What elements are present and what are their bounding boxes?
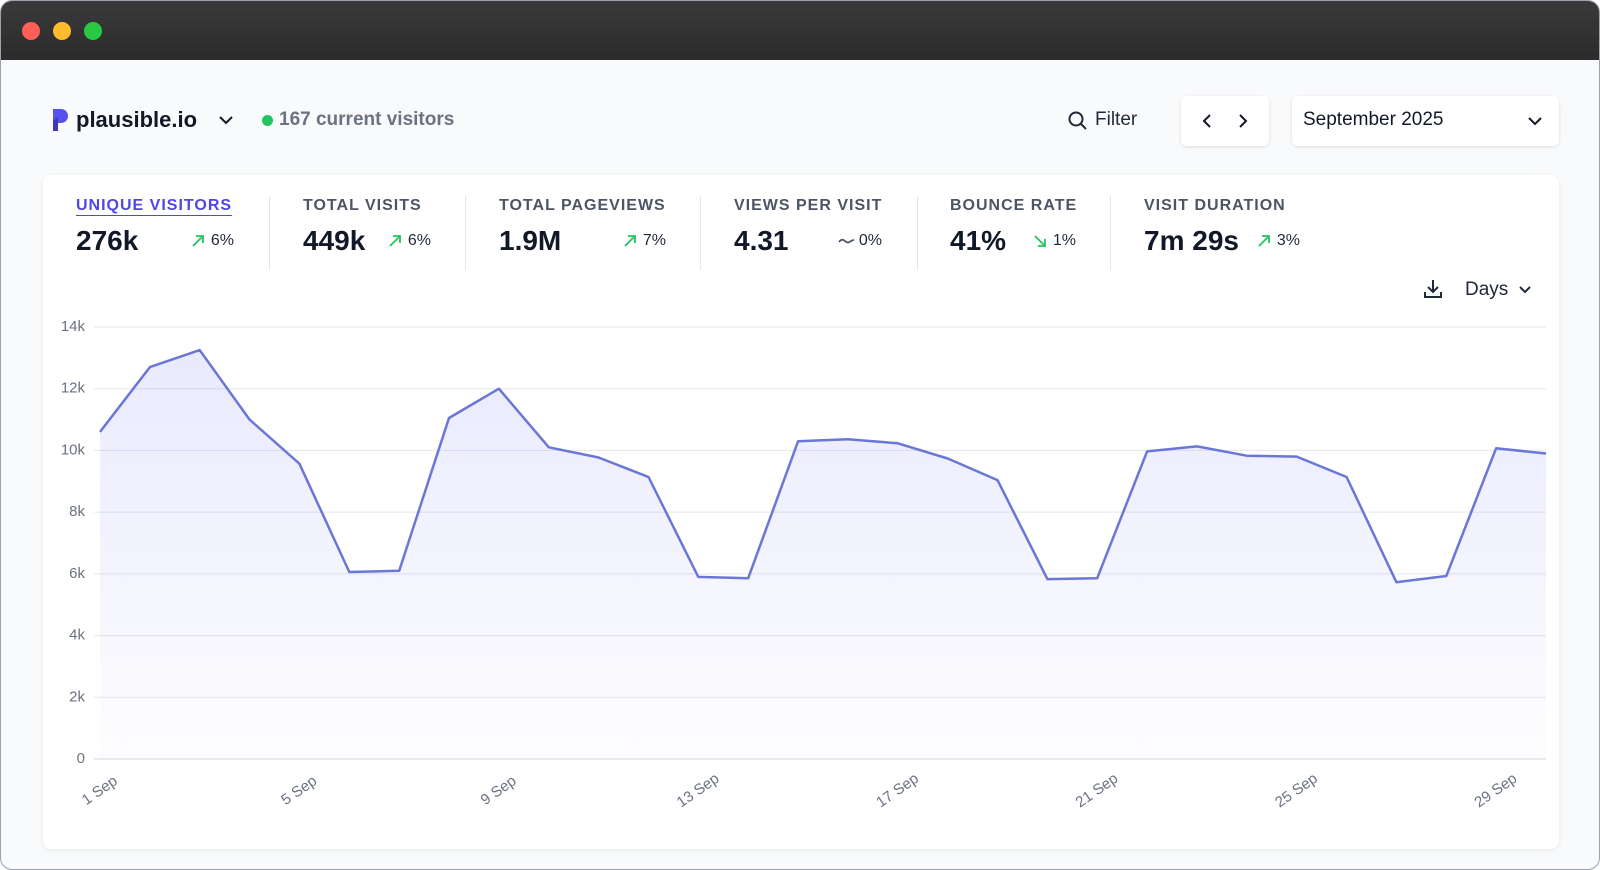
period-chevron <box>1528 117 1542 126</box>
x-tick-label: 5 Sep <box>278 772 320 808</box>
metric-divider <box>700 196 701 270</box>
y-tick-label: 6k <box>69 565 85 582</box>
metric-divider <box>465 196 466 270</box>
metric-row: 7m 29s 3% <box>1144 225 1300 257</box>
change-value: 6% <box>210 232 234 249</box>
metric-label: BOUNCE RATE <box>950 197 1078 214</box>
metric[interactable]: BOUNCE RATE 41% 1% <box>950 197 1076 257</box>
trend-arrow <box>389 235 401 247</box>
metric-row: 41% 1% <box>950 225 1076 257</box>
metric-row: 449k 6% <box>303 225 431 257</box>
metric[interactable]: VIEWS PER VISIT 4.31 0% <box>734 197 882 257</box>
period-nav <box>1181 96 1269 146</box>
close-button[interactable] <box>22 22 40 40</box>
y-tick-label: 0 <box>77 750 85 767</box>
x-tick-label: 9 Sep <box>478 772 520 808</box>
metric-row: 276k 6% <box>76 225 234 257</box>
trend-icon <box>838 238 854 244</box>
x-tick-label: 1 Sep <box>79 772 121 808</box>
trend-arrow <box>1034 235 1046 247</box>
y-tick-label: 8k <box>69 503 85 520</box>
trend-arrow <box>838 238 854 244</box>
metric-label: TOTAL PAGEVIEWS <box>499 197 666 214</box>
y-tick-label: 14k <box>61 318 86 335</box>
change-value: 7% <box>642 232 666 249</box>
metric-label: VISIT DURATION <box>1144 197 1286 214</box>
y-tick-label: 2k <box>69 688 85 705</box>
change-value: 1% <box>1052 232 1076 249</box>
trend-icon <box>1258 235 1270 247</box>
metric-change: 6% <box>387 232 431 250</box>
prev-button[interactable] <box>1197 111 1217 131</box>
minimize-button[interactable] <box>53 22 71 40</box>
metric[interactable]: VISIT DURATION 7m 29s 3% <box>1144 197 1300 257</box>
metric-row: 1.9M 7% <box>499 225 666 257</box>
metric-divider <box>269 196 270 270</box>
trend-arrow <box>192 235 204 247</box>
metric-value: 1.9M <box>499 225 562 256</box>
next-button[interactable] <box>1233 111 1253 131</box>
x-tick-label: 25 Sep <box>1272 770 1321 811</box>
metric[interactable]: TOTAL VISITS 449k 6% <box>303 197 431 257</box>
download-icon[interactable] <box>1421 277 1445 301</box>
metric[interactable]: TOTAL PAGEVIEWS 1.9M 7% <box>499 197 666 257</box>
metric-label: UNIQUE VISITORS <box>76 197 233 214</box>
line <box>99 348 1547 584</box>
metric[interactable]: UNIQUE VISITORS 276k 6% <box>76 197 234 257</box>
title-bar <box>1 1 1599 60</box>
live-dot <box>262 115 273 126</box>
metric-change: 3% <box>1256 232 1300 250</box>
change-value: 3% <box>1276 232 1300 249</box>
trend-arrow <box>1258 235 1270 247</box>
y-tick-label: 4k <box>69 627 85 644</box>
metric-value: 7m 29s <box>1144 225 1239 256</box>
metric-divider <box>1110 196 1111 270</box>
y-tick-label: 10k <box>61 441 86 458</box>
area <box>100 350 1546 759</box>
x-tick-label: 13 Sep <box>674 770 723 811</box>
search-icon[interactable] <box>1067 110 1089 132</box>
metric-value: 276k <box>76 225 139 256</box>
change-value: 6% <box>407 232 431 249</box>
trend-arrow <box>624 235 636 247</box>
filter-button[interactable]: Filter <box>1095 109 1138 130</box>
period-picker[interactable] <box>1292 96 1559 146</box>
metric-label: TOTAL VISITS <box>303 197 422 214</box>
metric-label: VIEWS PER VISIT <box>734 197 883 214</box>
interval-select[interactable]: Days <box>1465 279 1509 300</box>
metric-value: 41% <box>950 225 1007 256</box>
x-tick-label: 17 Sep <box>873 770 922 811</box>
trend-icon <box>192 235 204 247</box>
x-tick-label: 21 Sep <box>1073 770 1122 811</box>
metric-row: 4.31 0% <box>734 225 882 257</box>
maximize-button[interactable] <box>84 22 102 40</box>
metric-change: 1% <box>1032 232 1076 250</box>
metric-change: 6% <box>190 232 234 250</box>
metric-divider <box>917 196 918 270</box>
site-chevron[interactable] <box>217 113 235 127</box>
y-tick-label: 12k <box>61 380 86 397</box>
metric-change: 0% <box>838 232 882 250</box>
logo <box>53 109 68 131</box>
trend-icon <box>389 235 401 247</box>
period-label[interactable]: September 2025 <box>1303 109 1444 130</box>
current-visitors[interactable]: 167 current visitors <box>279 109 455 130</box>
metric-value: 449k <box>303 225 366 256</box>
trend-icon <box>624 235 636 247</box>
x-tick-label: 29 Sep <box>1471 770 1520 811</box>
metric-change: 7% <box>622 232 666 250</box>
metric-value: 4.31 <box>734 225 789 256</box>
interval-chevron <box>1519 286 1531 294</box>
trend-icon <box>1034 235 1046 247</box>
change-value: 0% <box>858 232 882 249</box>
site-name[interactable]: plausible.io <box>76 107 198 132</box>
